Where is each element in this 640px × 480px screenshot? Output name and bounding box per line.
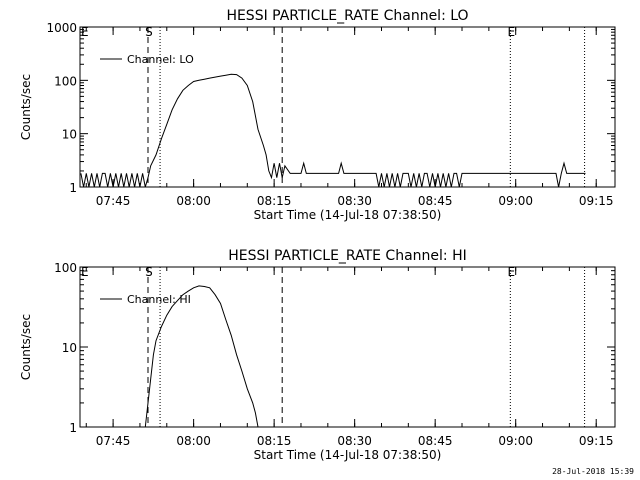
marker-label: S	[145, 25, 153, 39]
corner-label: E	[81, 265, 89, 279]
x-tick-label: 08:00	[176, 434, 211, 448]
x-tick-label: 08:15	[257, 194, 292, 208]
x-axis-label: Start Time (14-Jul-18 07:38:50)	[254, 448, 442, 462]
corner-label: E	[81, 25, 89, 39]
x-tick-label: 09:15	[579, 194, 614, 208]
series-line-0	[80, 73, 586, 188]
y-tick-label: 1	[69, 421, 77, 435]
y-tick-label: 100	[54, 74, 77, 88]
y-axis-label: Counts/sec	[19, 314, 33, 380]
y-tick-label: 1	[69, 181, 77, 195]
x-axis-label: Start Time (14-Jul-18 07:38:50)	[254, 208, 442, 222]
x-tick-label: 07:45	[96, 434, 131, 448]
marker-label: E	[508, 25, 516, 39]
x-tick-label: 09:00	[498, 434, 533, 448]
marker-label: E	[508, 265, 516, 279]
x-tick-label: 08:15	[257, 434, 292, 448]
x-tick-label: 08:30	[337, 434, 372, 448]
y-tick-label: 1000	[46, 21, 77, 35]
y-tick-label: 10	[62, 341, 77, 355]
y-tick-label: 10	[62, 128, 77, 142]
footer-timestamp: 28-Jul-2018 15:39	[552, 467, 634, 476]
chart-title-0: HESSI PARTICLE_RATE Channel: LO	[226, 8, 468, 24]
x-tick-label: 08:45	[418, 194, 453, 208]
y-axis-label: Counts/sec	[19, 74, 33, 140]
x-tick-label: 08:00	[176, 194, 211, 208]
x-tick-label: 08:30	[337, 194, 372, 208]
x-tick-label: 07:45	[96, 194, 131, 208]
chart-title-1: HESSI PARTICLE_RATE Channel: HI	[228, 248, 466, 264]
plot-frame-0	[79, 26, 616, 188]
marker-label: S	[145, 265, 153, 279]
y-tick-label: 100	[54, 261, 77, 275]
x-tick-label: 09:15	[579, 434, 614, 448]
series-line-0	[144, 285, 259, 428]
legend-label: Channel: HI	[127, 293, 191, 306]
x-tick-label: 08:45	[418, 434, 453, 448]
x-tick-label: 09:00	[498, 194, 533, 208]
legend-label: Channel: LO	[127, 53, 194, 66]
